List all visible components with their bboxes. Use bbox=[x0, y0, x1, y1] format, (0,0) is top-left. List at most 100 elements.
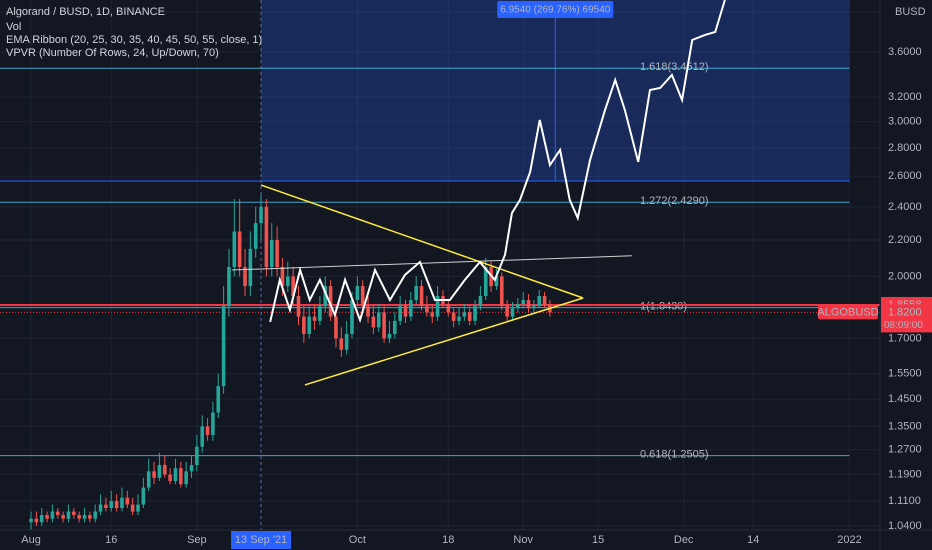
last-tag-bg bbox=[881, 304, 932, 333]
x-tick-label: Oct bbox=[349, 534, 366, 546]
candle-body bbox=[323, 286, 328, 307]
candle-body bbox=[184, 471, 188, 485]
candle-body bbox=[136, 504, 140, 512]
candle-body bbox=[61, 515, 65, 519]
candle-body bbox=[29, 518, 33, 523]
candle-body bbox=[457, 316, 461, 321]
candle-body bbox=[392, 320, 397, 334]
candle-body bbox=[66, 511, 71, 519]
y-tick-label: 1.1100 bbox=[888, 495, 921, 507]
candle-body bbox=[430, 312, 435, 317]
triangle-upper bbox=[260, 184, 584, 299]
candle-body bbox=[435, 295, 440, 317]
currency-label: BUSD bbox=[895, 6, 926, 18]
y-tick-label: 1.1900 bbox=[888, 468, 922, 480]
candle-body bbox=[50, 511, 55, 519]
candle-body bbox=[39, 515, 44, 523]
candle-body bbox=[232, 231, 237, 267]
candle-body bbox=[446, 304, 451, 313]
candle-body bbox=[168, 474, 172, 481]
candle-body bbox=[360, 286, 365, 307]
candle-body bbox=[494, 276, 499, 287]
candle-body bbox=[376, 312, 381, 328]
x-tick-label: 15 bbox=[592, 534, 604, 546]
candle-body bbox=[537, 295, 542, 307]
candle-body bbox=[125, 497, 130, 505]
plot-area: 1.618(3.4512) 1.272(2.4290) 1(1.8430) 0.618… bbox=[0, 0, 880, 530]
crosshair-date: 13 Sep '21 bbox=[235, 534, 287, 546]
candle-body bbox=[478, 295, 483, 307]
candle-body bbox=[467, 312, 472, 321]
candle-body bbox=[120, 497, 124, 509]
candle-body bbox=[462, 312, 467, 317]
candle-body bbox=[264, 206, 269, 267]
x-tick-label: Nov bbox=[513, 534, 533, 546]
symbol-title: Algorand / BUSD, 1D, BINANCE bbox=[6, 6, 165, 18]
candle-body bbox=[130, 504, 135, 512]
candle-body bbox=[179, 468, 183, 485]
fib-label: 1.618(3.4512) bbox=[640, 61, 709, 73]
candle-body bbox=[398, 306, 402, 321]
candle-body bbox=[114, 501, 119, 509]
indicator-vpvr[interactable]: VPVR (Number Of Rows, 24, Up/Down, 70) bbox=[6, 47, 219, 59]
candle-body bbox=[425, 306, 429, 313]
candle-body bbox=[451, 312, 456, 321]
indicator-vol[interactable]: Vol bbox=[6, 21, 21, 33]
crosshair-date-bg bbox=[231, 531, 292, 549]
candle-body bbox=[505, 306, 509, 317]
resistance-line bbox=[232, 255, 632, 271]
indicator-ema[interactable]: EMA Ribbon (20, 25, 30, 35, 40, 45, 50, … bbox=[6, 34, 262, 46]
candle-body bbox=[328, 286, 333, 317]
candle-body bbox=[104, 504, 108, 509]
candle-body bbox=[93, 511, 98, 519]
candle-body bbox=[88, 515, 92, 519]
candle-body bbox=[55, 511, 60, 516]
y-tick-label: 1.2700 bbox=[888, 444, 922, 456]
x-tick-label: Sep bbox=[187, 534, 207, 546]
candle-body bbox=[366, 306, 370, 317]
y-tick-label: 1.7000 bbox=[888, 332, 922, 344]
candle-body bbox=[275, 240, 279, 267]
candle-body bbox=[82, 515, 87, 519]
candle-body bbox=[109, 501, 114, 509]
candle-body bbox=[526, 300, 531, 309]
candle-body bbox=[334, 316, 338, 339]
y-tick-label: 3.6000 bbox=[888, 46, 922, 58]
legend: Algorand / BUSD, 1D, BINANCE Vol EMA Rib… bbox=[6, 6, 262, 59]
candle-body bbox=[409, 300, 413, 317]
candle-body bbox=[516, 304, 520, 309]
candle-body bbox=[483, 266, 488, 296]
candle-body bbox=[318, 306, 322, 321]
candle-body bbox=[339, 338, 344, 350]
candle-body bbox=[387, 333, 392, 339]
last-tag: 1.8200 bbox=[888, 306, 922, 318]
candle-body bbox=[473, 306, 477, 321]
candle-body bbox=[259, 206, 263, 224]
candle-body bbox=[253, 223, 258, 249]
candle-body bbox=[216, 386, 221, 413]
fib-label: 0.618(1.2505) bbox=[640, 449, 709, 461]
candle-body bbox=[344, 333, 349, 350]
y-tick-label: 2.8000 bbox=[888, 142, 922, 154]
y-tick-label: 1.5500 bbox=[888, 368, 922, 380]
candle-body bbox=[307, 316, 312, 334]
y-tick-label: 1.3500 bbox=[888, 420, 922, 432]
candle-body bbox=[200, 426, 205, 447]
candle-body bbox=[499, 276, 504, 307]
y-tick-label: 2.4000 bbox=[888, 201, 922, 213]
fib-label: 1.272(2.4290) bbox=[640, 195, 709, 207]
candle-body bbox=[162, 465, 167, 475]
candle-body bbox=[280, 266, 285, 287]
candle-body bbox=[98, 504, 103, 512]
y-tick-label: 2.6000 bbox=[888, 170, 922, 182]
candle-body bbox=[141, 487, 146, 505]
candle-body bbox=[45, 515, 49, 519]
candle-body bbox=[248, 248, 253, 287]
candle-body bbox=[189, 465, 194, 472]
y-tick-label: 1.4500 bbox=[888, 393, 922, 405]
candle-body bbox=[302, 316, 306, 334]
x-tick-label: 18 bbox=[442, 534, 454, 546]
measure-tooltip: 6.9540 (269.76%) 69540 bbox=[500, 5, 611, 16]
candle-body bbox=[221, 306, 226, 387]
